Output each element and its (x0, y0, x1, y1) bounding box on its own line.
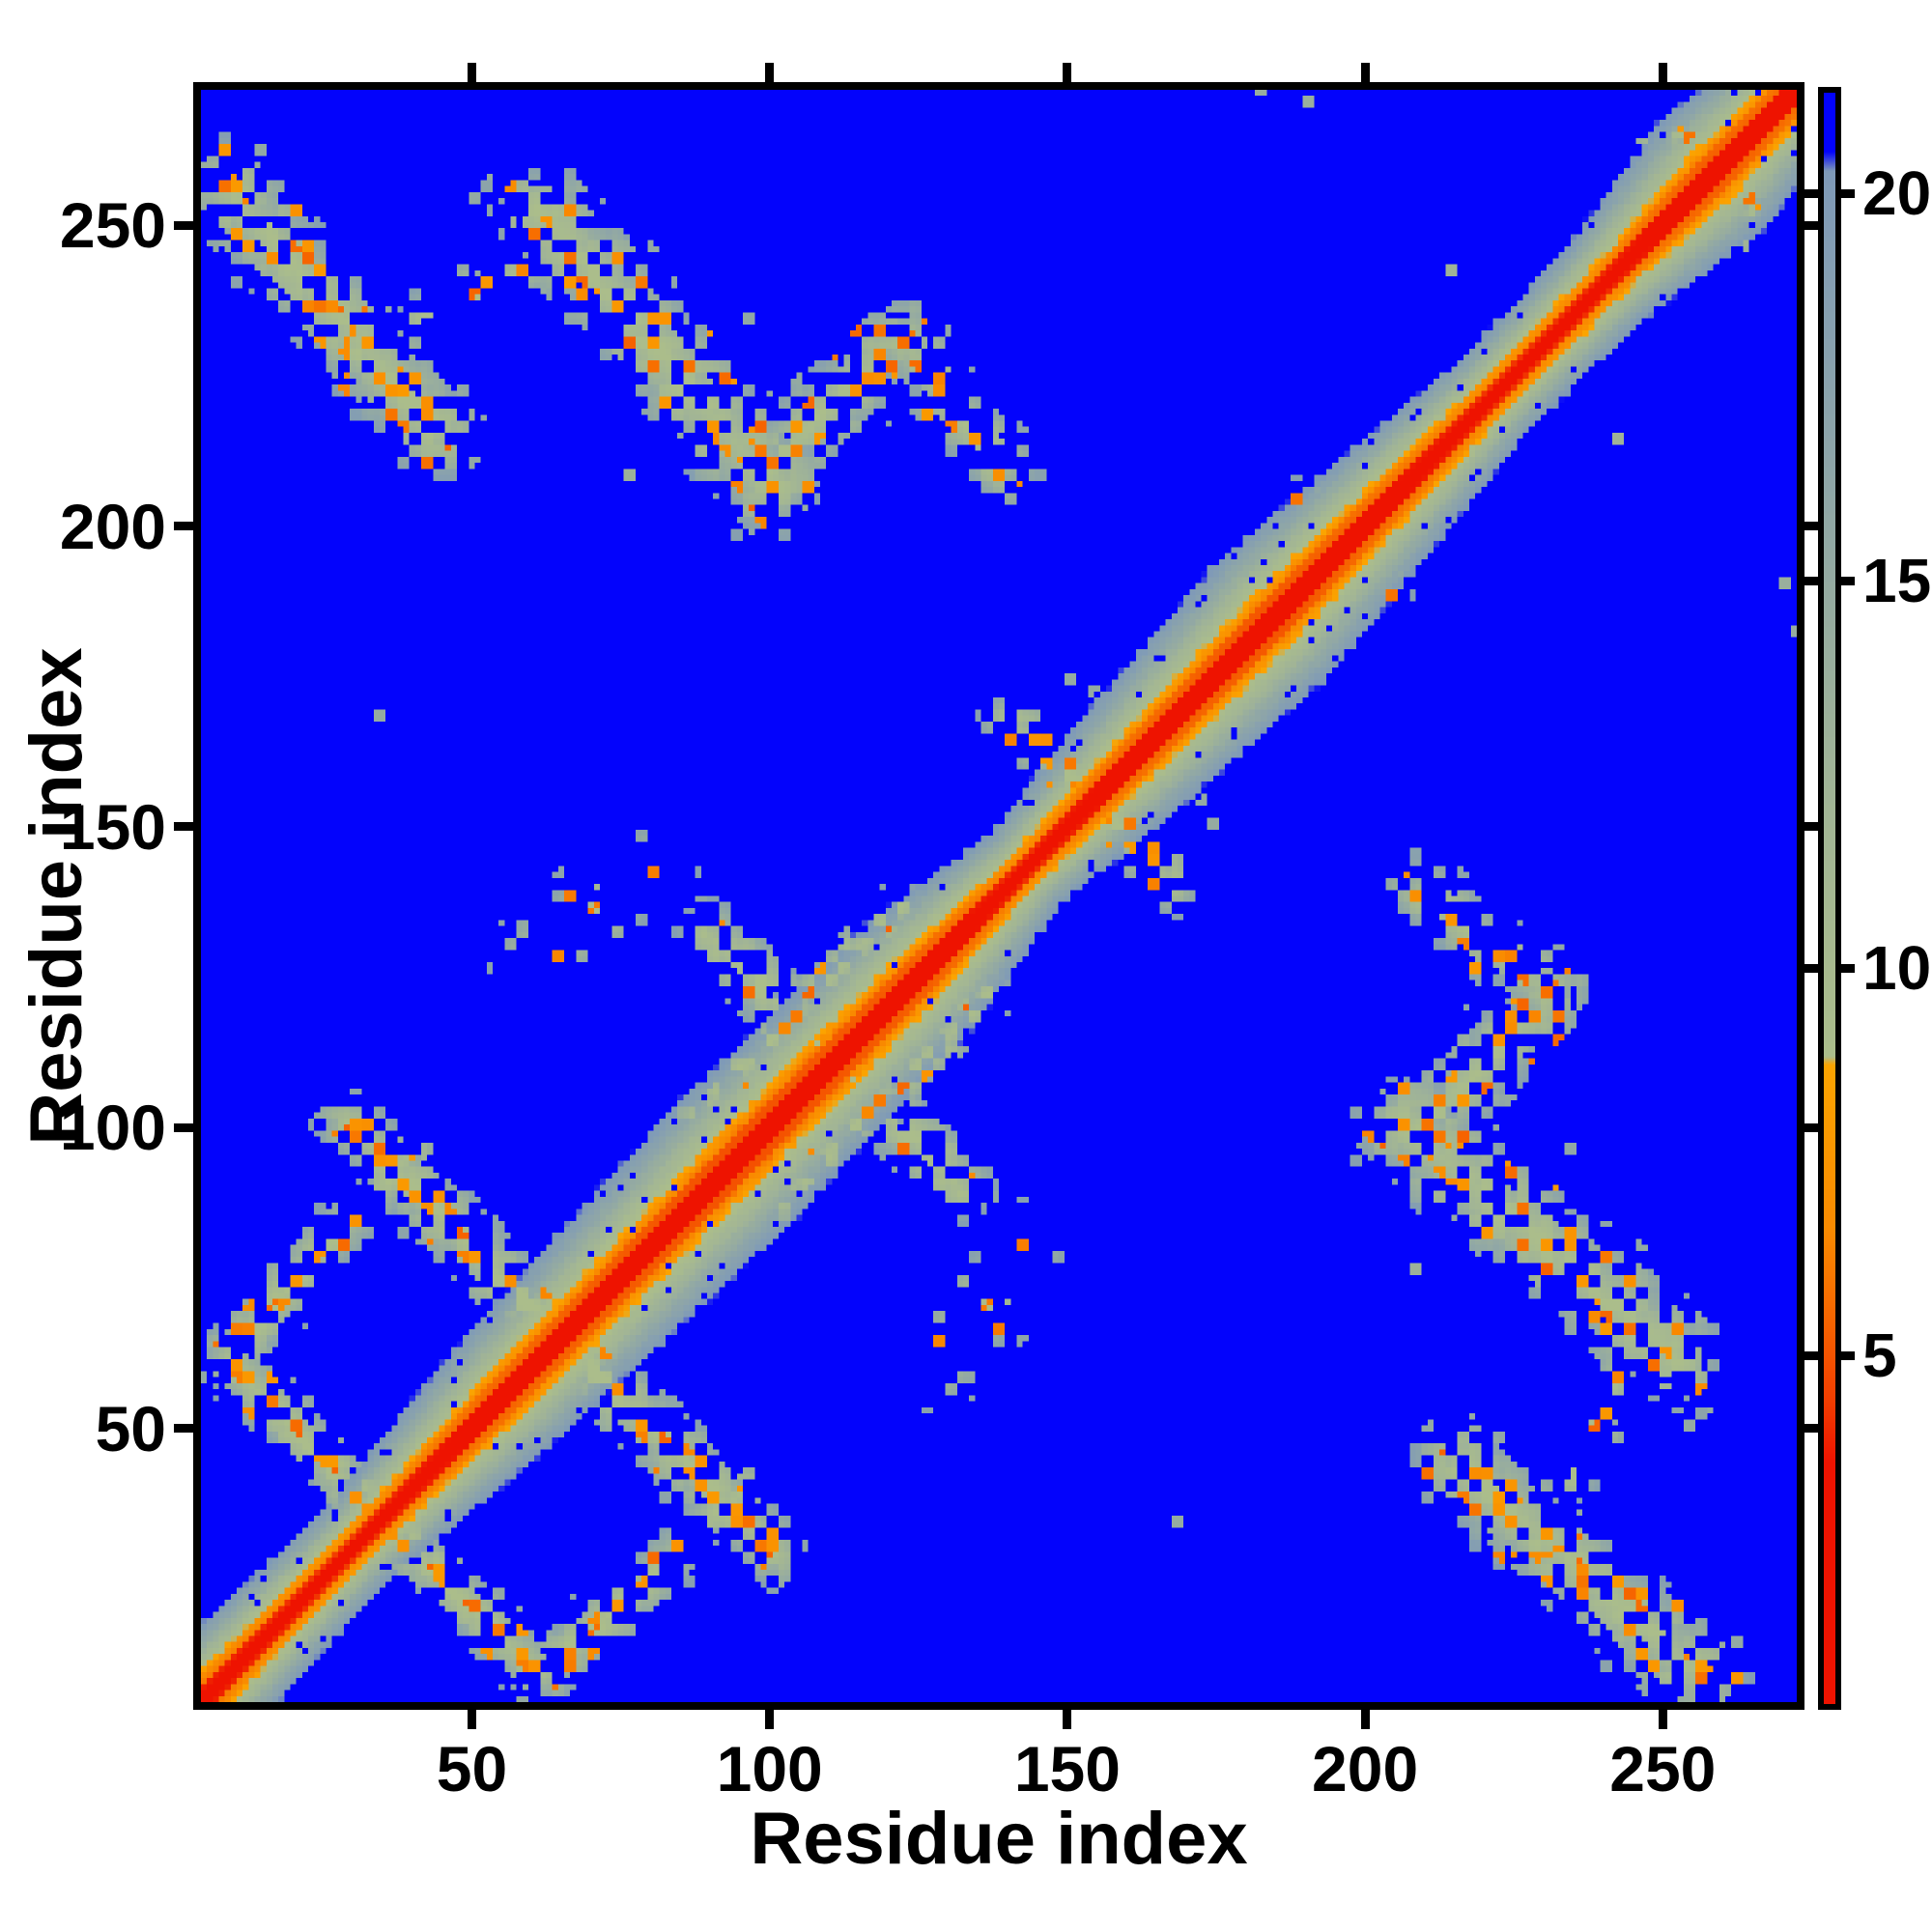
y-tick-mark-right (1804, 220, 1818, 230)
colorbar-tick-label-20: 20 (1862, 158, 1932, 229)
y-tick-mark (174, 1122, 193, 1132)
x-tick-label-50: 50 (436, 1733, 508, 1804)
colorbar-tick-mark (1841, 576, 1855, 585)
y-tick-mark-right (1804, 1122, 1818, 1132)
x-tick-mark (765, 1710, 775, 1729)
x-axis-label: Residue index (750, 1798, 1248, 1880)
y-tick-mark-right (1804, 522, 1818, 530)
colorbar-tick-mark (1841, 963, 1855, 973)
y-tick-label-250: 250 (59, 189, 166, 262)
colorbar-tick-mark (1841, 188, 1855, 198)
y-tick-mark-right (1804, 822, 1818, 832)
x-tick-mark-top (1658, 63, 1667, 82)
colorbar-gradient-canvas (1824, 93, 1835, 1704)
x-tick-mark-top (467, 63, 476, 82)
x-tick-mark (1360, 1710, 1370, 1729)
x-tick-label-100: 100 (716, 1733, 823, 1804)
plot-area (193, 82, 1804, 1710)
y-tick-label-50: 50 (95, 1392, 166, 1464)
colorbar-tick-label-10: 10 (1862, 933, 1932, 1004)
x-tick-label-250: 250 (1609, 1733, 1717, 1804)
x-tick-mark-top (765, 63, 775, 82)
x-tick-mark (1063, 1710, 1072, 1729)
y-tick-mark (174, 522, 193, 530)
y-tick-mark-right (1804, 1424, 1818, 1434)
colorbar-tick-label-5: 5 (1862, 1321, 1897, 1391)
y-tick-label-150: 150 (59, 790, 166, 863)
colorbar-tick-mark-left (1804, 188, 1818, 198)
colorbar-tick-mark-left (1804, 1350, 1818, 1360)
y-tick-mark (174, 822, 193, 832)
colorbar-tick-label-15: 15 (1862, 546, 1932, 616)
y-tick-label-100: 100 (59, 1092, 166, 1164)
x-tick-mark-top (1360, 63, 1370, 82)
colorbar (1818, 87, 1841, 1710)
colorbar-tick-mark (1841, 1350, 1855, 1360)
y-tick-mark (174, 1424, 193, 1434)
x-tick-mark (1658, 1710, 1667, 1729)
x-tick-mark-top (1063, 63, 1072, 82)
x-tick-label-200: 200 (1312, 1733, 1419, 1804)
x-tick-label-150: 150 (1013, 1733, 1121, 1804)
colorbar-tick-mark-left (1804, 576, 1818, 585)
x-tick-mark (467, 1710, 476, 1729)
heatmap-canvas (201, 90, 1797, 1702)
colorbar-tick-mark-left (1804, 963, 1818, 973)
y-tick-label-200: 200 (59, 490, 166, 562)
y-tick-mark (174, 220, 193, 230)
